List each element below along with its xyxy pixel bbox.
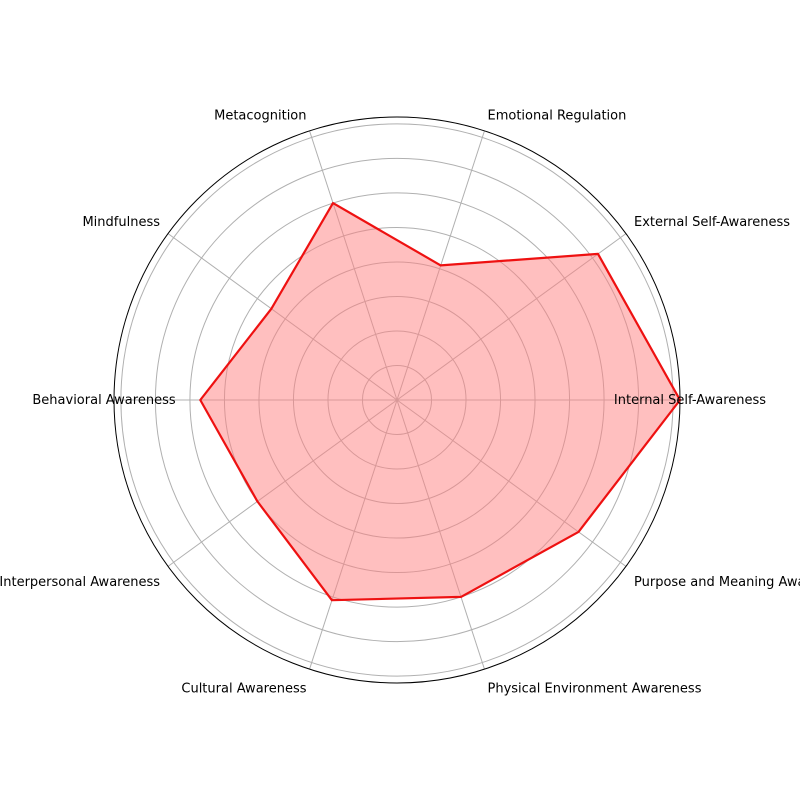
- category-label-1: Internal Self-Awareness: [614, 393, 766, 408]
- category-label-9: Physical Environment Awareness: [488, 682, 702, 697]
- series-area: [200, 203, 681, 601]
- category-labels: Internal Self-Awareness External Self-Awa…: [0, 108, 800, 696]
- category-label-3: Emotional Regulation: [488, 108, 627, 123]
- category-label-2: External Self-Awareness: [634, 215, 790, 230]
- category-label-6: Behavioral Awareness: [32, 393, 175, 408]
- category-label-7: Interpersonal Awareness: [0, 575, 160, 590]
- category-label-5: Mindfulness: [82, 215, 160, 230]
- series-layer: [199, 202, 682, 602]
- category-label-8: Cultural Awareness: [181, 682, 306, 697]
- category-label-4: Metacognition: [214, 108, 306, 123]
- category-label-10: Purpose and Meaning Awareness: [634, 575, 800, 590]
